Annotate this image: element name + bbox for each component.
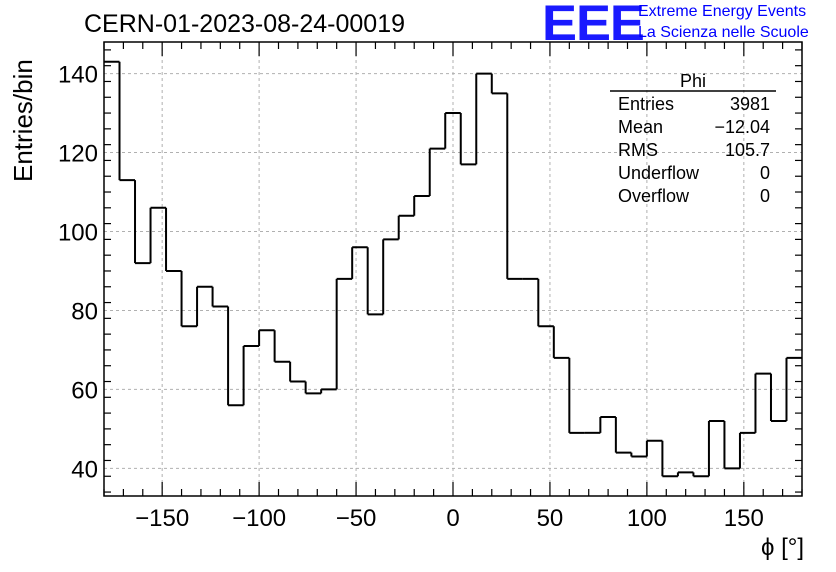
histogram-bin <box>335 277 353 390</box>
histogram-bin <box>723 420 740 470</box>
histogram-bin <box>552 326 570 359</box>
x-tick-label: −50 <box>336 505 377 532</box>
brand-line-1: Extreme Energy Events <box>638 3 807 20</box>
histogram-bin <box>118 61 136 182</box>
stats-value: 0 <box>760 186 770 206</box>
stats-label: Underflow <box>618 163 700 183</box>
histogram-bin <box>320 388 337 394</box>
x-tick-label: 50 <box>537 505 564 532</box>
histogram-bin <box>692 472 709 478</box>
histogram-bin <box>645 439 663 457</box>
histogram-bin <box>366 247 384 316</box>
histogram-bin <box>289 361 306 383</box>
histogram-bin <box>785 356 802 421</box>
histogram-bin <box>351 246 368 279</box>
histogram-bin <box>258 329 275 346</box>
histogram-bin <box>754 372 771 433</box>
histogram-bin <box>304 381 322 395</box>
histogram-bin <box>661 440 678 478</box>
histogram-bin <box>599 416 616 433</box>
stats-box: Phi Entries 3981 Mean −12.04 RMS 105.7 Underflo… <box>610 71 776 206</box>
histogram-bin <box>738 431 756 469</box>
histogram-bin <box>180 270 198 328</box>
histogram-bin <box>444 112 461 149</box>
histogram-bin <box>459 113 477 166</box>
x-tick-label: −100 <box>232 505 286 532</box>
x-tick-label: 100 <box>627 505 667 532</box>
stats-label: RMS <box>618 140 658 160</box>
histogram-bin <box>413 194 430 216</box>
histogram-bin <box>475 72 492 165</box>
stats-value: 3981 <box>730 94 770 114</box>
histogram-bin <box>490 73 508 95</box>
histogram-bin <box>428 147 446 196</box>
stats-value: 0 <box>760 163 770 183</box>
grid-layer <box>104 42 802 496</box>
x-tick-label: −150 <box>135 505 189 532</box>
histogram-bin <box>614 417 632 454</box>
histogram-bin <box>630 452 647 458</box>
histogram-bin <box>537 278 554 328</box>
histogram-bin <box>273 330 291 363</box>
histogram-bin <box>242 344 260 406</box>
stats-label: Entries <box>618 94 674 114</box>
histogram-bin <box>676 471 694 477</box>
histogram-layer <box>104 60 802 478</box>
y-tick-label: 100 <box>58 219 98 246</box>
stats-label: Mean <box>618 117 663 137</box>
histogram-bin <box>382 238 399 315</box>
y-tick-label: 40 <box>71 456 98 483</box>
histogram-bin <box>769 373 787 422</box>
histogram-bin <box>707 419 725 477</box>
histogram-bin <box>211 286 229 308</box>
y-tick-label: 120 <box>58 141 98 168</box>
histogram-bin <box>149 206 167 264</box>
stats-title: Phi <box>680 71 706 91</box>
x-tick-label: 150 <box>724 505 764 532</box>
brand-line-2: La Scienza nelle Scuole <box>638 24 809 41</box>
stats-value: −12.04 <box>714 117 770 137</box>
histogram-bin <box>506 93 523 280</box>
histogram-bin <box>227 306 244 407</box>
stats-value: 105.7 <box>725 140 770 160</box>
y-tick-label: 140 <box>58 62 98 89</box>
y-tick-label: 80 <box>71 298 98 325</box>
histogram-bin <box>568 357 585 434</box>
eee-logo: EEE <box>542 0 645 51</box>
chart-title: CERN-01-2023-08-24-00019 <box>84 10 406 38</box>
axis-layer: −150 −100 −50 0 50 100 150 40 60 80 100 120 140 <box>58 41 803 532</box>
x-tick-label: 0 <box>446 505 459 532</box>
histogram-bin <box>196 285 213 327</box>
y-tick-label: 60 <box>71 377 98 404</box>
histogram-bin <box>397 214 415 240</box>
histogram-bin <box>165 207 182 272</box>
histogram-bin <box>134 180 151 265</box>
stats-label: Overflow <box>618 186 690 206</box>
x-axis-label: ϕ [°] <box>760 534 804 561</box>
